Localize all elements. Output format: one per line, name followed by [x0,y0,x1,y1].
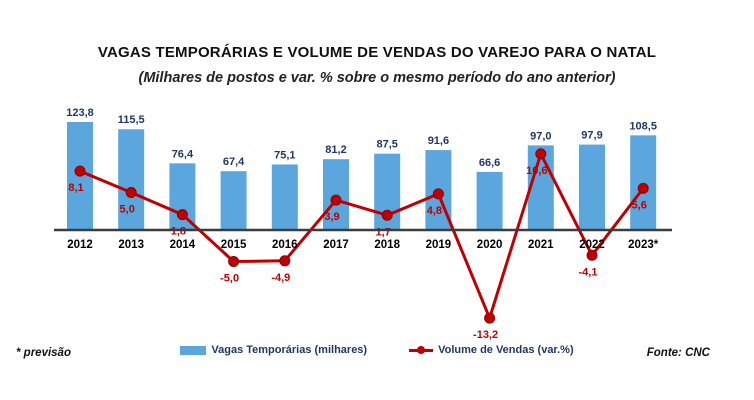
line-value-label-2019: 4,8 [427,205,442,217]
bar-value-label-2015: 67,4 [223,156,245,168]
legend-item-volume: Volume de Vendas (var.%) [409,344,574,356]
x-tick-label-2014: 2014 [170,239,196,251]
line-value-label-2017: 3,9 [324,211,339,223]
bar-value-label-2012: 123,8 [66,107,94,119]
legend-item-vagas: Vagas Temporárias (milhares) [180,344,367,356]
chart-title: VAGAS TEMPORÁRIAS E VOLUME DE VENDAS DO … [97,44,657,61]
x-tick-label-2019: 2019 [426,239,452,251]
bar-2013 [118,129,145,230]
x-tick-label-2018: 2018 [374,239,400,251]
x-tick-label-2020: 2020 [477,239,503,251]
line-marker-2015 [228,256,240,267]
bar-value-label-2017: 81,2 [325,144,346,156]
line-value-label-2021: 10,6 [526,165,547,177]
line-marker-swatch-icon [409,345,434,355]
bar-2020 [476,171,503,230]
bar-value-label-2021: 97,0 [530,130,551,142]
line-swatch-dot [417,346,426,354]
volume-line [78,149,645,323]
line-marker-2014 [176,209,188,221]
line-marker-2012 [74,165,86,177]
bar-2022 [579,144,605,230]
bar-swatch-icon [180,345,207,355]
legend-label-vagas: Vagas Temporárias (milhares) [211,344,368,356]
line-marker-2019 [432,188,444,200]
line-value-label-2018: 1,7 [376,226,391,238]
line-marker-2021 [535,148,547,160]
bar-value-label-2023*: 108,5 [629,120,657,132]
line-marker-2022 [586,249,598,261]
chart-subtitle: (Milhares de postos e var. % sobre o mes… [138,70,616,86]
x-tick-label-2017: 2017 [323,239,349,251]
x-tick-label-2016: 2016 [272,239,298,251]
line-value-label-2013: 5,0 [120,204,135,216]
line-value-label-2020: -13,2 [473,329,498,341]
bar-value-label-2013: 115,5 [118,114,145,126]
line-value-label-2015: -5,0 [220,273,239,285]
source-label: Fonte: CNC [646,347,710,359]
x-tick-label-2021: 2021 [528,239,554,251]
forecast-footnote: * previsão [16,347,71,359]
line-marker-2020 [484,312,496,324]
x-tick-label-2015: 2015 [221,239,247,251]
chart-legend: Vagas Temporárias (milhares) Volume de V… [0,344,754,356]
x-tick-label-2012: 2012 [67,239,93,251]
line-value-label-2014: 1,8 [171,226,186,238]
bar-value-label-2020: 66,6 [479,157,500,169]
line-marker-2016 [279,255,291,267]
x-tick-label-2022: 2022 [579,239,605,251]
bar-2017 [323,159,349,230]
line-value-label-2012: 8,1 [68,182,83,194]
bar-value-label-2014: 76,4 [172,148,194,160]
line-value-label-2022: -4,1 [579,266,598,278]
line-marker-2018 [381,209,393,221]
bar-value-label-2022: 97,9 [581,130,602,142]
bar-2021 [527,145,554,230]
x-tick-label-2013: 2013 [118,239,144,251]
line-marker-2017 [330,194,342,206]
bar-value-label-2018: 87,5 [376,139,397,151]
bar-value-label-2019: 91,6 [428,135,449,147]
line-value-label-2016: -4,9 [271,272,290,284]
bar-2016 [271,164,298,230]
line-marker-2023* [637,182,649,194]
bar-2023* [630,135,657,230]
line-value-label-2023*: 5,6 [632,199,647,211]
line-marker-2013 [125,187,137,198]
bar-2015 [220,171,247,230]
x-tick-label-2023*: 2023* [628,239,659,251]
bar-value-label-2016: 75,1 [274,149,295,161]
legend-label-volume: Volume de Vendas (var.%) [438,344,574,356]
